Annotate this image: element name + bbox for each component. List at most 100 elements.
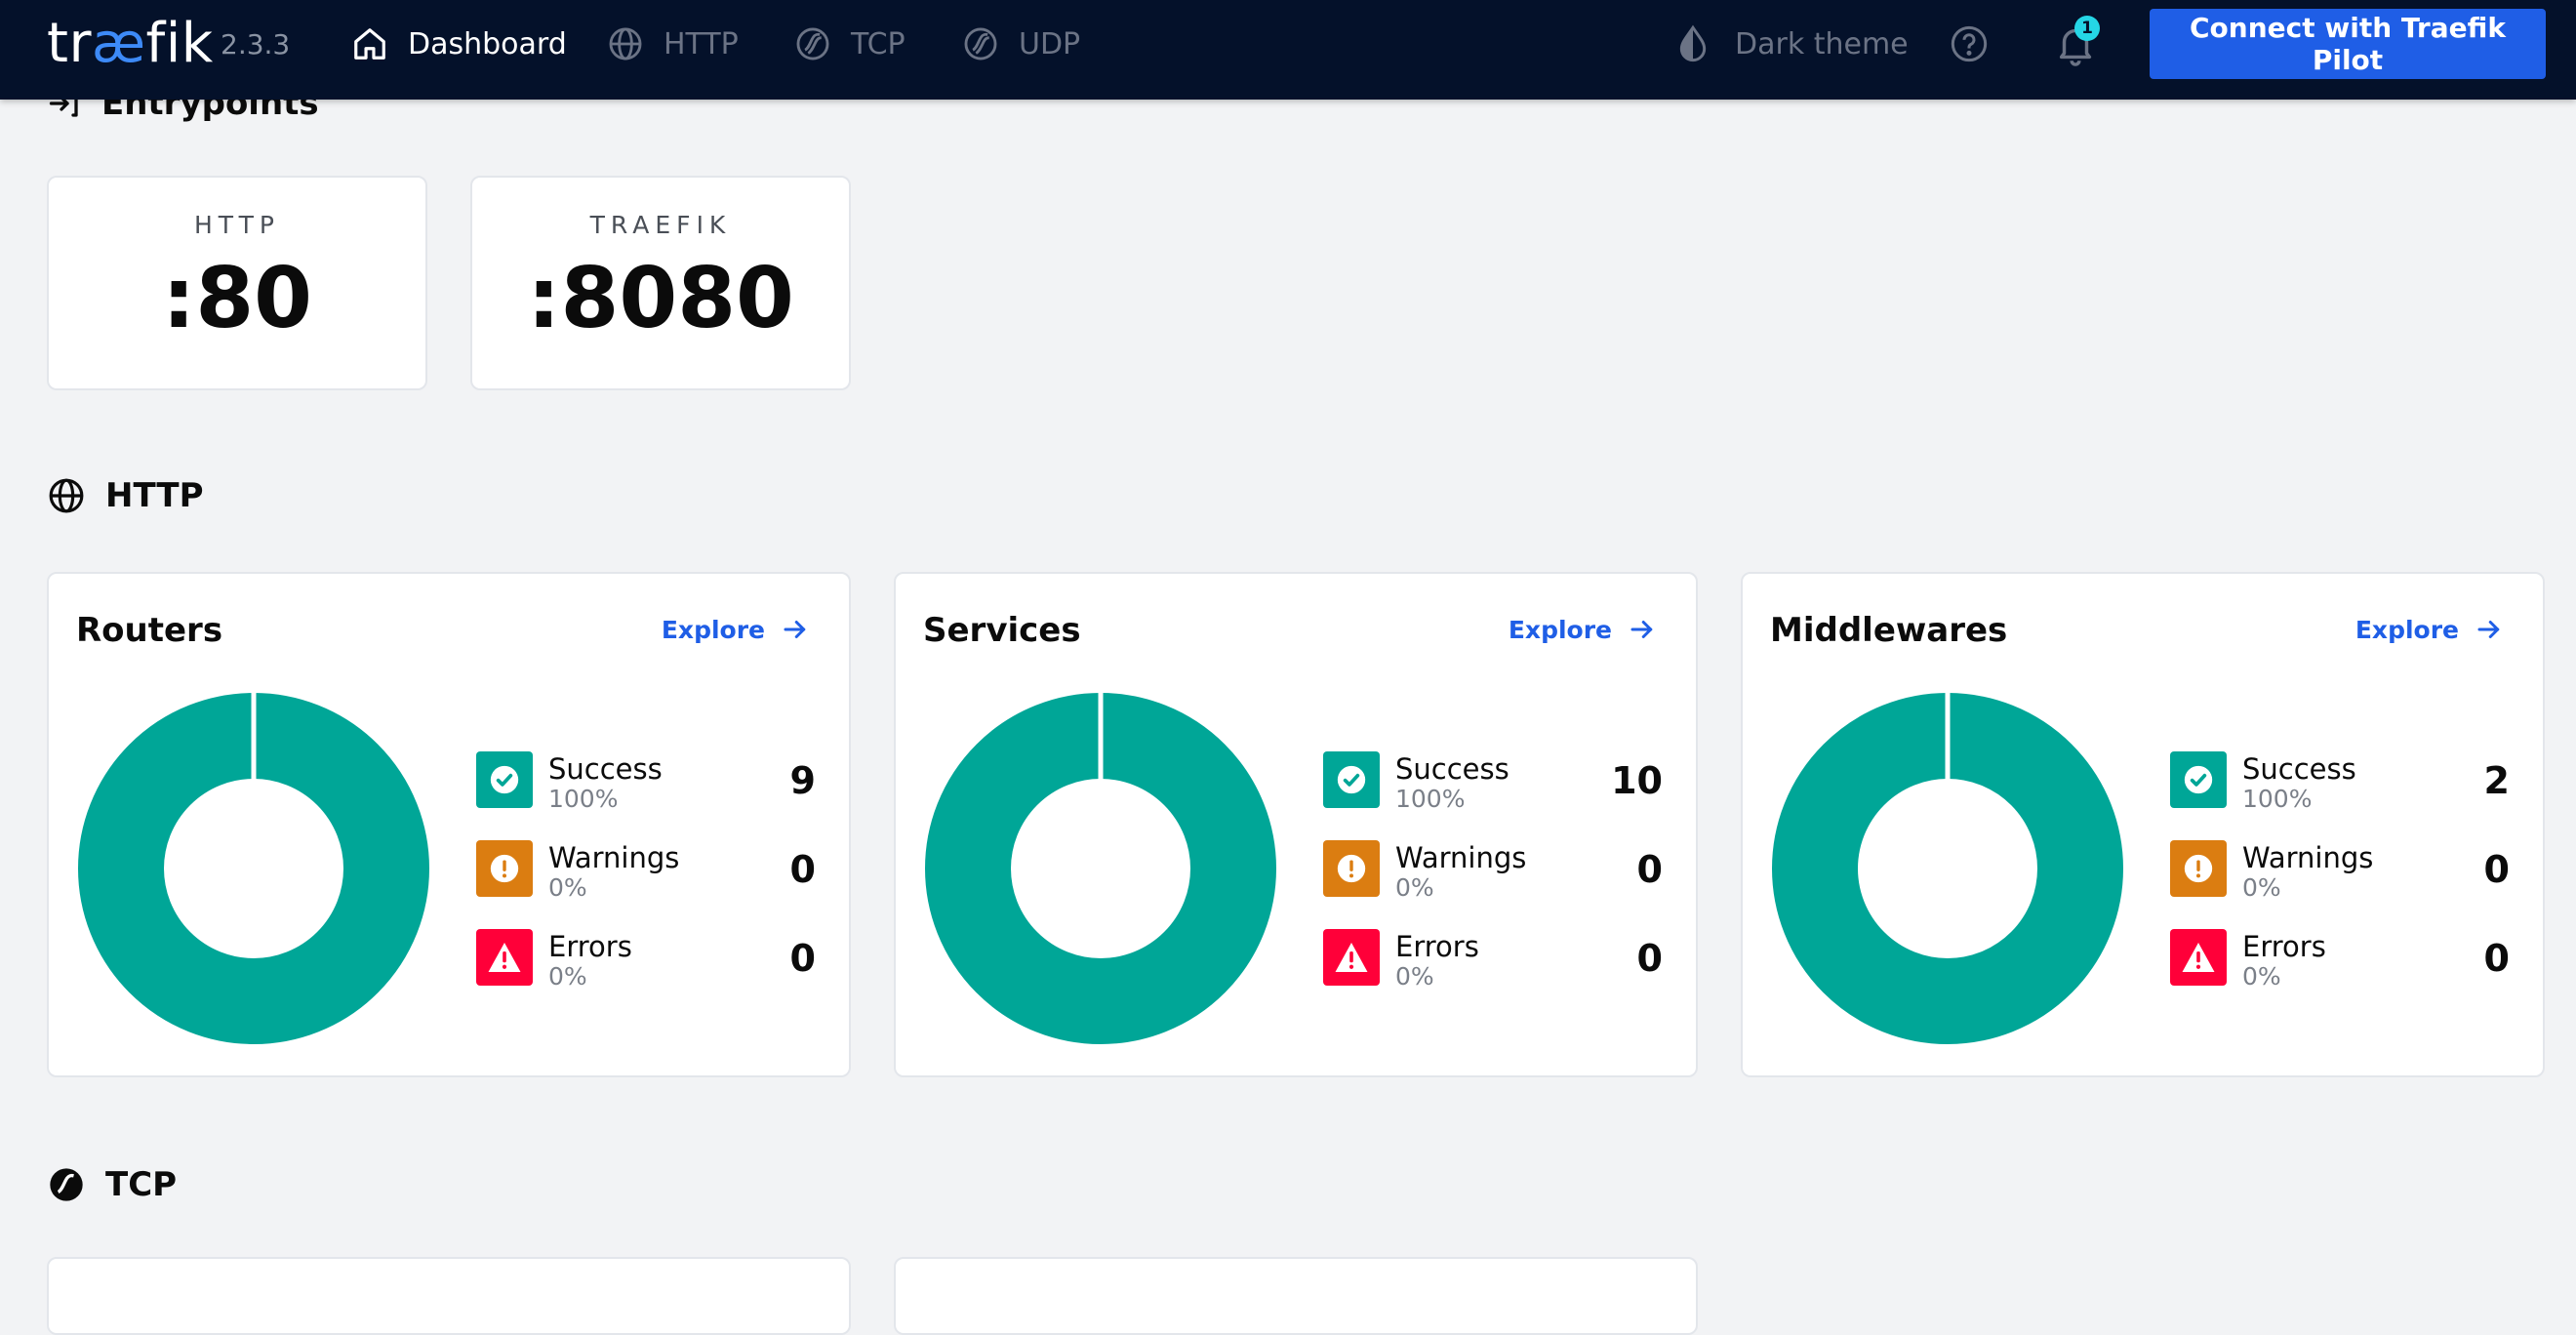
error-badge: [1323, 929, 1380, 986]
arrow-right-icon: [1630, 621, 1653, 638]
card-title: Services: [923, 611, 1081, 650]
help-icon[interactable]: [1950, 24, 1989, 63]
warning-triangle-icon: [2182, 943, 2215, 972]
http-middlewares-card: Middlewares Explore Success 100% 2 Warni…: [1741, 572, 2545, 1077]
legend-percent: 0%: [2242, 962, 2281, 991]
http-title-text: HTTP: [105, 476, 204, 515]
explore-middlewares-link[interactable]: Explore: [2355, 615, 2506, 644]
legend-label: Errors: [2242, 930, 2326, 963]
explore-services-link[interactable]: Explore: [1509, 615, 1659, 644]
legend-percent: 100%: [1395, 785, 1466, 813]
warning-triangle-icon: [488, 943, 521, 972]
error-badge: [2170, 929, 2227, 986]
logo-prefix: tr: [47, 12, 92, 75]
legend-label: Warnings: [548, 841, 680, 874]
udp-icon: [964, 27, 997, 61]
dark-theme-toggle[interactable]: Dark theme: [1676, 21, 1909, 66]
legend-warnings: Warnings 0% 0: [1323, 840, 1663, 902]
nav-http[interactable]: HTTP: [607, 21, 739, 66]
legend-label: Warnings: [1395, 841, 1527, 874]
globe-icon: [49, 478, 84, 513]
legend-count: 10: [1611, 759, 1663, 802]
check-circle-icon: [2184, 765, 2213, 794]
entrypoint-name: HTTP: [194, 211, 280, 239]
nav-udp[interactable]: UDP: [962, 21, 1080, 66]
routers-donut-chart: [78, 691, 429, 1044]
nav-tcp-label: TCP: [851, 26, 906, 61]
legend-count: 0: [2483, 848, 2510, 891]
explore-routers-link[interactable]: Explore: [662, 615, 812, 644]
success-badge: [476, 751, 533, 808]
legend-percent: 100%: [2242, 785, 2313, 813]
warning-badge: [476, 840, 533, 897]
middlewares-donut-chart: [1772, 691, 2123, 1044]
legend-percent: 0%: [548, 962, 587, 991]
dark-theme-label: Dark theme: [1735, 26, 1909, 61]
tcp-title-text: TCP: [105, 1165, 178, 1204]
check-circle-icon: [490, 765, 519, 794]
nav-dashboard[interactable]: Dashboard: [351, 21, 567, 66]
legend-warnings: Warnings 0% 0: [476, 840, 816, 902]
nav-dashboard-label: Dashboard: [408, 26, 567, 61]
success-badge: [2170, 751, 2227, 808]
warning-badge: [1323, 840, 1380, 897]
http-section-title: HTTP: [47, 476, 204, 515]
legend-count: 0: [789, 937, 816, 980]
tcp-icon: [50, 1168, 83, 1201]
legend-percent: 0%: [1395, 962, 1434, 991]
legend-percent: 0%: [2242, 873, 2281, 902]
legend-label: Warnings: [2242, 841, 2374, 874]
http-routers-card: Routers Explore Success 100% 9 Warnings …: [47, 572, 851, 1077]
card-title: Middlewares: [1770, 611, 2008, 650]
top-navigation-bar: træfik 2.3.3 Dashboard HTTP TCP UDP Dark…: [0, 0, 2576, 100]
legend-count: 0: [2483, 937, 2510, 980]
http-services-card: Services Explore Success 100% 10 Warning…: [894, 572, 1698, 1077]
legend-count: 0: [1636, 937, 1663, 980]
entrypoint-name: TRAEFIK: [589, 211, 732, 239]
legend-count: 9: [789, 759, 816, 802]
legend-success: Success 100% 2: [2170, 751, 2510, 813]
connect-traefik-pilot-button[interactable]: Connect with Traefik Pilot: [2150, 9, 2546, 79]
legend-percent: 0%: [548, 873, 587, 902]
legend-count: 0: [789, 848, 816, 891]
drop-icon: [1679, 24, 1707, 62]
version-label: 2.3.3: [221, 28, 291, 61]
nav-tcp[interactable]: TCP: [794, 21, 906, 66]
legend-count: 0: [1636, 848, 1663, 891]
exclamation-circle-icon: [2184, 854, 2213, 883]
tcp-section-title: TCP: [47, 1165, 177, 1204]
arrow-right-icon: [2477, 621, 2500, 638]
entrypoint-port: :8080: [527, 250, 794, 347]
traefik-logo[interactable]: træfik: [47, 14, 214, 74]
nav-http-label: HTTP: [664, 26, 739, 61]
legend-success: Success 100% 10: [1323, 751, 1663, 813]
tcp-icon: [796, 27, 829, 61]
legend-label: Success: [2242, 752, 2356, 786]
error-badge: [476, 929, 533, 986]
explore-label: Explore: [2355, 615, 2459, 644]
legend-label: Errors: [548, 930, 632, 963]
tcp-routers-card: [47, 1257, 851, 1335]
exclamation-circle-icon: [1337, 854, 1366, 883]
legend-warnings: Warnings 0% 0: [2170, 840, 2510, 902]
legend-success: Success 100% 9: [476, 751, 816, 813]
arrow-right-icon: [784, 621, 806, 638]
home-icon: [354, 28, 385, 60]
entrypoint-port: :80: [161, 250, 313, 347]
legend-label: Errors: [1395, 930, 1479, 963]
legend-count: 2: [2483, 759, 2510, 802]
nav-udp-label: UDP: [1019, 26, 1081, 61]
legend-label: Success: [1395, 752, 1509, 786]
legend-percent: 100%: [548, 785, 619, 813]
entrypoint-card-http: HTTP :80: [47, 176, 427, 390]
legend-percent: 0%: [1395, 873, 1434, 902]
legend-errors: Errors 0% 0: [1323, 929, 1663, 991]
legend-errors: Errors 0% 0: [2170, 929, 2510, 991]
warning-badge: [2170, 840, 2227, 897]
explore-label: Explore: [661, 615, 765, 644]
logo-suffix: fik: [145, 12, 214, 75]
exclamation-circle-icon: [490, 854, 519, 883]
warning-triangle-icon: [1335, 943, 1368, 972]
notification-badge: 1: [2074, 16, 2100, 41]
legend-errors: Errors 0% 0: [476, 929, 816, 991]
